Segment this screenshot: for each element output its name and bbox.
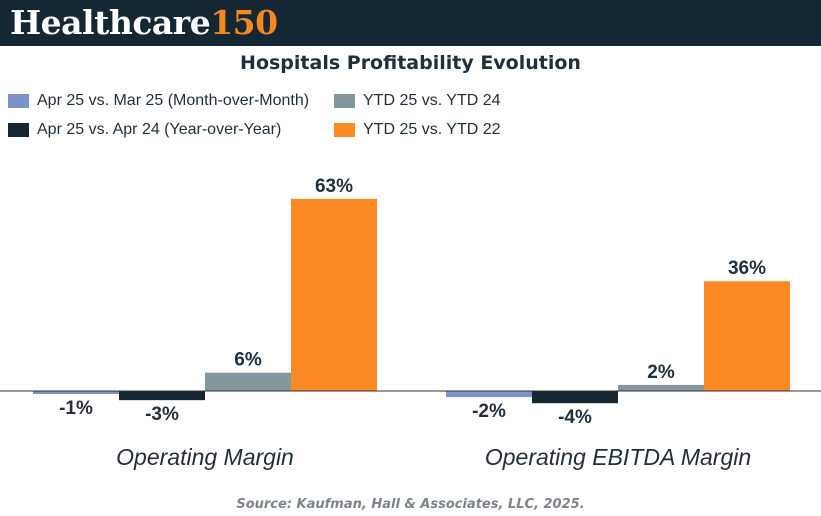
legend-label-ytd24: YTD 25 vs. YTD 24 [363, 92, 501, 109]
bar [704, 281, 790, 391]
header-bar: Healthcare150 [0, 0, 821, 46]
category-label: Operating EBITDA Margin [485, 444, 751, 470]
legend-item-yoy: Apr 25 vs. Apr 24 (Year-over-Year) [8, 121, 281, 139]
legend-swatch-ytd24 [334, 94, 355, 108]
data-label: -3% [145, 404, 179, 425]
data-label: -1% [59, 398, 93, 419]
legend-item-ytd24: YTD 25 vs. YTD 24 [334, 92, 501, 110]
bar [618, 384, 704, 391]
data-label: -2% [472, 401, 506, 422]
legend-item-mom: Apr 25 vs. Mar 25 (Month-over-Month) [8, 92, 309, 110]
bar [119, 391, 205, 401]
legend-swatch-yoy [8, 123, 29, 137]
legend-item-ytd22: YTD 25 vs. YTD 22 [334, 121, 501, 139]
bar [446, 391, 532, 398]
legend-swatch-ytd22 [334, 123, 355, 137]
chart-title: Hospitals Profitability Evolution [240, 52, 581, 74]
data-label: 2% [647, 362, 675, 383]
data-label: -4% [558, 407, 592, 428]
bar [33, 391, 119, 395]
data-label: 6% [234, 350, 262, 371]
source-note: Source: Kaufman, Hall & Associates, LLC,… [236, 497, 585, 512]
legend-swatch-mom [8, 94, 29, 108]
legend-label-ytd22: YTD 25 vs. YTD 22 [363, 121, 501, 138]
bar [205, 372, 291, 391]
data-label: 36% [728, 258, 766, 279]
bar [532, 391, 618, 404]
brand-logo: Healthcare150 [10, 3, 278, 42]
legend-label-mom: Apr 25 vs. Mar 25 (Month-over-Month) [37, 92, 310, 109]
bar [291, 198, 377, 391]
data-label: 63% [315, 176, 353, 197]
legend-label-yoy: Apr 25 vs. Apr 24 (Year-over-Year) [37, 121, 282, 138]
category-label: Operating Margin [116, 444, 294, 470]
